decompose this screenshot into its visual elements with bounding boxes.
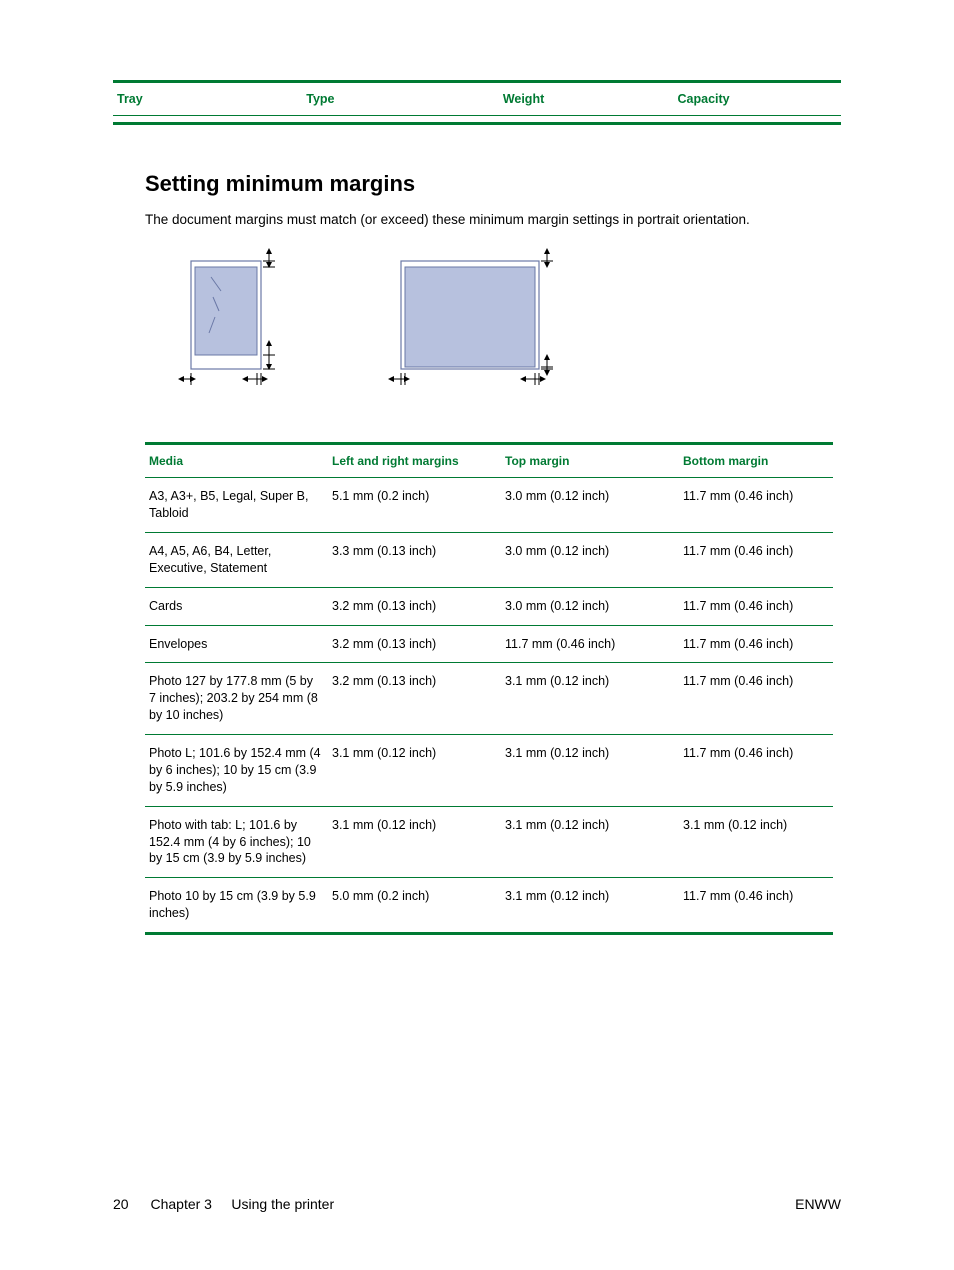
- table-cell: A4, A5, A6, B4, Letter, Executive, State…: [145, 532, 328, 587]
- table-cell: 3.0 mm (0.12 inch): [501, 532, 679, 587]
- table-cell: A3, A3+, B5, Legal, Super B, Tabloid: [145, 478, 328, 533]
- table-cell: 11.7 mm (0.46 inch): [679, 735, 833, 807]
- margins-header-media: Media: [145, 444, 328, 478]
- top-header-capacity: Capacity: [674, 82, 841, 116]
- page-number: 20: [113, 1196, 129, 1212]
- table-row: A4, A5, A6, B4, Letter, Executive, State…: [145, 532, 833, 587]
- table-cell: 5.0 mm (0.2 inch): [328, 878, 501, 934]
- table-cell: 11.7 mm (0.46 inch): [501, 625, 679, 663]
- table-row: Photo 10 by 15 cm (3.9 by 5.9 inches)5.0…: [145, 878, 833, 934]
- margins-table: Media Left and right margins Top margin …: [145, 442, 833, 935]
- table-cell: Photo 10 by 15 cm (3.9 by 5.9 inches): [145, 878, 328, 934]
- table-row: Photo L; 101.6 by 152.4 mm (4 by 6 inche…: [145, 735, 833, 807]
- table-cell: 3.0 mm (0.12 inch): [501, 587, 679, 625]
- table-cell: 3.0 mm (0.12 inch): [501, 478, 679, 533]
- top-table: Tray Type Weight Capacity: [113, 80, 841, 125]
- table-cell: 3.2 mm (0.13 inch): [328, 625, 501, 663]
- table-cell: 3.2 mm (0.13 inch): [328, 663, 501, 735]
- table-cell: 11.7 mm (0.46 inch): [679, 587, 833, 625]
- table-cell: 3.1 mm (0.12 inch): [501, 878, 679, 934]
- top-header-tray: Tray: [113, 82, 302, 116]
- table-cell: 3.3 mm (0.13 inch): [328, 532, 501, 587]
- margins-header-bottom: Bottom margin: [679, 444, 833, 478]
- table-row: Cards3.2 mm (0.13 inch)3.0 mm (0.12 inch…: [145, 587, 833, 625]
- table-cell: 3.1 mm (0.12 inch): [328, 806, 501, 878]
- table-row: Envelopes3.2 mm (0.13 inch)11.7 mm (0.46…: [145, 625, 833, 663]
- margin-diagram-svg: [177, 247, 577, 407]
- table-cell: 3.1 mm (0.12 inch): [501, 663, 679, 735]
- margin-diagrams: [177, 247, 841, 412]
- table-cell: 3.1 mm (0.12 inch): [328, 735, 501, 807]
- table-cell: 3.1 mm (0.12 inch): [501, 806, 679, 878]
- table-cell: 11.7 mm (0.46 inch): [679, 532, 833, 587]
- table-row: A3, A3+, B5, Legal, Super B, Tabloid5.1 …: [145, 478, 833, 533]
- table-row: Photo with tab: L; 101.6 by 152.4 mm (4 …: [145, 806, 833, 878]
- table-cell: Photo with tab: L; 101.6 by 152.4 mm (4 …: [145, 806, 328, 878]
- footer-right: ENWW: [795, 1196, 841, 1212]
- top-header-weight: Weight: [499, 82, 674, 116]
- table-row: Photo 127 by 177.8 mm (5 by 7 inches); 2…: [145, 663, 833, 735]
- table-cell: 3.2 mm (0.13 inch): [328, 587, 501, 625]
- table-cell: 5.1 mm (0.2 inch): [328, 478, 501, 533]
- section-heading: Setting minimum margins: [145, 171, 841, 197]
- top-header-type: Type: [302, 82, 499, 116]
- chapter-label: Chapter 3: [150, 1196, 211, 1212]
- table-cell: Photo 127 by 177.8 mm (5 by 7 inches); 2…: [145, 663, 328, 735]
- chapter-title: Using the printer: [231, 1196, 334, 1212]
- table-cell: 11.7 mm (0.46 inch): [679, 878, 833, 934]
- table-cell: 11.7 mm (0.46 inch): [679, 478, 833, 533]
- table-cell: Envelopes: [145, 625, 328, 663]
- table-cell: Photo L; 101.6 by 152.4 mm (4 by 6 inche…: [145, 735, 328, 807]
- table-cell: 3.1 mm (0.12 inch): [679, 806, 833, 878]
- intro-text: The document margins must match (or exce…: [145, 211, 841, 229]
- table-cell: 11.7 mm (0.46 inch): [679, 663, 833, 735]
- margins-header-lr: Left and right margins: [328, 444, 501, 478]
- page-footer: 20 Chapter 3 Using the printer ENWW: [113, 1196, 841, 1212]
- margins-header-top: Top margin: [501, 444, 679, 478]
- table-cell: Cards: [145, 587, 328, 625]
- table-cell: 3.1 mm (0.12 inch): [501, 735, 679, 807]
- table-cell: 11.7 mm (0.46 inch): [679, 625, 833, 663]
